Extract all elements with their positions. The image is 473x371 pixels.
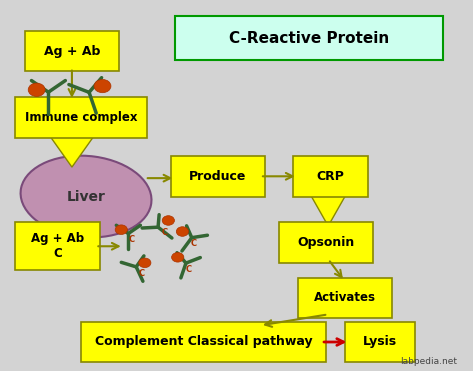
Circle shape (172, 253, 184, 262)
FancyBboxPatch shape (175, 16, 443, 60)
Text: C-Reactive Protein: C-Reactive Protein (229, 31, 389, 46)
Circle shape (94, 79, 111, 93)
Text: Complement Classical pathway: Complement Classical pathway (95, 335, 312, 348)
Text: Liver: Liver (67, 190, 105, 204)
Text: C: C (139, 269, 145, 278)
FancyBboxPatch shape (81, 322, 326, 362)
Text: Activates: Activates (314, 291, 376, 304)
Text: C: C (162, 228, 168, 237)
FancyBboxPatch shape (293, 156, 368, 197)
FancyBboxPatch shape (16, 222, 100, 270)
Text: labpedia.net: labpedia.net (401, 357, 457, 366)
Text: C: C (129, 236, 135, 244)
Circle shape (176, 227, 189, 236)
FancyBboxPatch shape (16, 97, 147, 138)
FancyBboxPatch shape (171, 156, 265, 197)
Circle shape (139, 258, 151, 267)
FancyBboxPatch shape (279, 222, 373, 263)
Text: C: C (190, 239, 196, 248)
Text: Ag + Ab
C: Ag + Ab C (31, 232, 84, 260)
Text: Opsonin: Opsonin (297, 236, 354, 249)
Text: Immune complex: Immune complex (25, 111, 138, 124)
Text: C: C (185, 265, 192, 274)
FancyBboxPatch shape (298, 278, 392, 318)
Circle shape (28, 83, 45, 96)
Polygon shape (309, 193, 347, 226)
Text: CRP: CRP (316, 170, 344, 183)
Text: Ag + Ab: Ag + Ab (44, 45, 100, 58)
Circle shape (115, 225, 127, 234)
FancyBboxPatch shape (345, 322, 415, 362)
Text: Produce: Produce (189, 170, 246, 183)
FancyBboxPatch shape (25, 31, 119, 71)
Text: Lysis: Lysis (363, 335, 397, 348)
Ellipse shape (21, 156, 151, 237)
Polygon shape (48, 134, 96, 167)
Circle shape (162, 216, 175, 225)
